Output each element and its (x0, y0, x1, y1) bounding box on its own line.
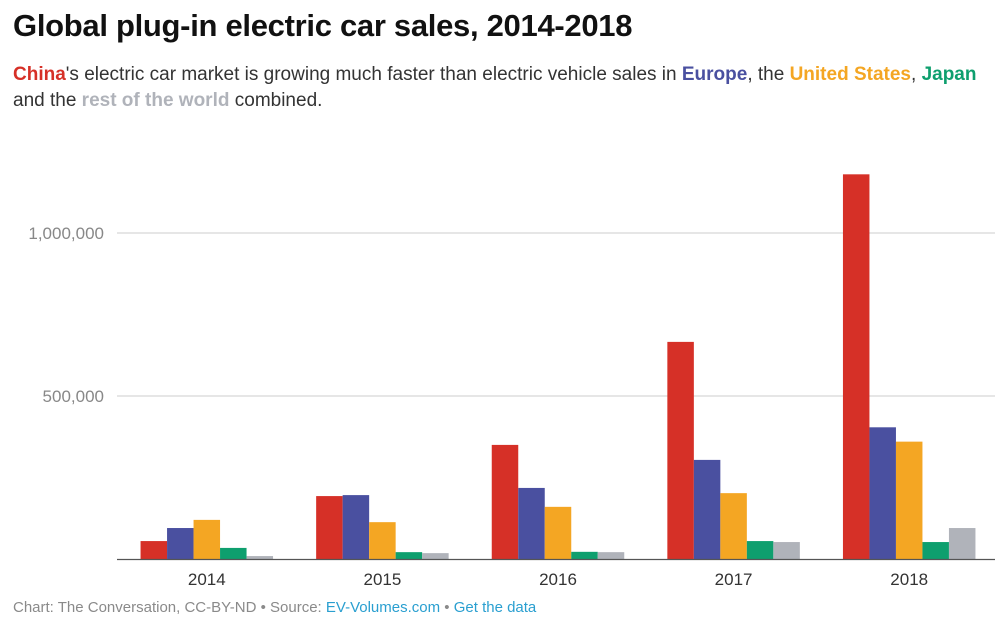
x-tick-label: 2014 (188, 570, 226, 589)
chart-credit: Chart: The Conversation, CC-BY-ND (13, 599, 257, 616)
x-tick-label: 2016 (539, 570, 577, 589)
bar-united-states-2017[interactable] (720, 493, 747, 559)
x-axis: 2014 2015 2016 2017 2018 (117, 558, 995, 589)
separator: • (440, 599, 454, 616)
bar-united-states-2015[interactable] (369, 522, 396, 559)
legend-label-china: China (13, 64, 66, 85)
bar-japan-2017[interactable] (746, 541, 774, 559)
chart-footer: Chart: The Conversation, CC-BY-ND • Sour… (13, 599, 536, 616)
source-link[interactable]: EV-Volumes.com (325, 599, 441, 616)
legend-label-united-states: United States (789, 64, 911, 85)
source-label: Source: (270, 599, 326, 616)
bar-china-2014[interactable] (140, 541, 168, 559)
bar-rest-of-the-world-2016[interactable] (597, 552, 625, 559)
bar-united-states-2014[interactable] (193, 519, 221, 559)
bar-united-states-2016[interactable] (544, 506, 572, 559)
bar-europe-2017[interactable] (693, 459, 721, 559)
bars (140, 174, 976, 559)
y-tick-label: 1,000,000 (28, 224, 104, 243)
x-tick-label: 2018 (890, 570, 928, 589)
bar-united-states-2018[interactable] (895, 441, 923, 559)
bar-japan-2018[interactable] (922, 542, 949, 559)
chart-subtitle: China's electric car market is growing m… (13, 62, 988, 114)
bar-europe-2015[interactable] (342, 495, 370, 559)
subtitle-text: , the (747, 64, 790, 85)
legend-label-rest-of-the-world: rest of the world (81, 90, 230, 111)
bar-japan-2016[interactable] (571, 551, 598, 559)
bar-china-2016[interactable] (491, 444, 519, 559)
bar-europe-2016[interactable] (518, 487, 545, 559)
bar-china-2018[interactable] (842, 174, 870, 559)
separator: • (256, 599, 271, 616)
legend-label-europe: Europe (681, 64, 748, 85)
bar-rest-of-the-world-2018[interactable] (948, 528, 976, 559)
subtitle-text: and the (13, 90, 82, 111)
bar-japan-2015[interactable] (395, 552, 423, 559)
y-tick-label: 500,000 (43, 387, 104, 406)
bar-europe-2018[interactable] (869, 427, 896, 559)
bar-china-2015[interactable] (316, 496, 343, 559)
legend-label-japan: Japan (921, 64, 977, 85)
chart-title: Global plug-in electric car sales, 2014-… (13, 8, 633, 43)
subtitle-text: 's electric car market is growing much f… (65, 64, 682, 85)
bar-china-2017[interactable] (667, 341, 694, 559)
bar-europe-2014[interactable] (167, 528, 194, 559)
bar-rest-of-the-world-2014[interactable] (246, 556, 274, 559)
bar-japan-2014[interactable] (220, 547, 247, 559)
subtitle-text: , (911, 64, 922, 85)
bar-rest-of-the-world-2017[interactable] (773, 542, 800, 559)
get-the-data-link[interactable]: Get the data (453, 599, 537, 616)
subtitle-text: combined. (229, 90, 323, 111)
x-tick-label: 2017 (715, 570, 753, 589)
y-axis: 500,000 1,000,000 (28, 224, 104, 406)
bar-rest-of-the-world-2015[interactable] (422, 553, 449, 559)
x-tick-label: 2015 (363, 570, 401, 589)
